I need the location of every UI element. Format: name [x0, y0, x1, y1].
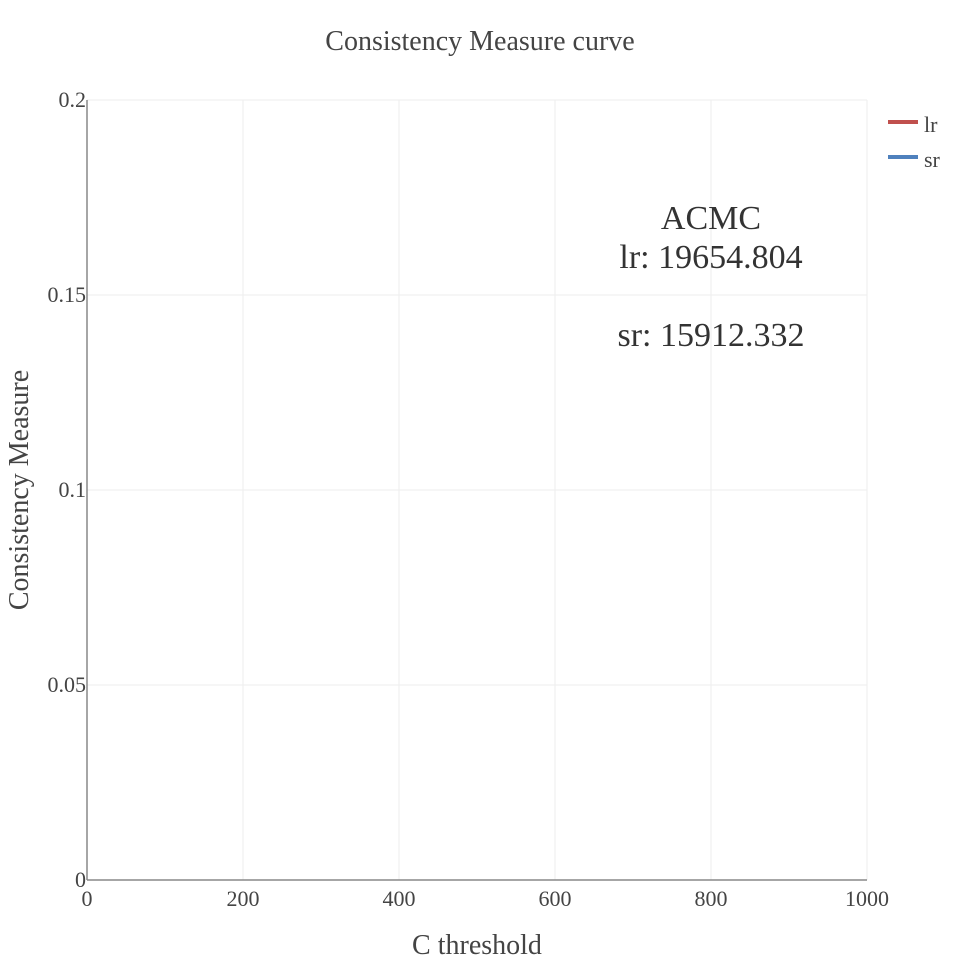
annotation-lr-value: lr: 19654.804 — [619, 239, 802, 276]
acmc-annotation: ACMC lr: 19654.804 sr: 15912.332 — [618, 200, 805, 354]
y-tick-label: 0.2 — [59, 87, 87, 112]
y-tick-label: 0.05 — [48, 672, 87, 697]
x-tick-label: 0 — [82, 886, 93, 911]
annotation-sr-value: sr: 15912.332 — [618, 317, 805, 354]
legend: lr sr — [888, 112, 941, 172]
annotation-title: ACMC — [661, 200, 761, 237]
grid-lines — [87, 99, 868, 880]
y-tick-label: 0.15 — [48, 282, 87, 307]
chart-title: Consistency Measure curve — [325, 26, 634, 57]
y-tick-label: 0.1 — [59, 477, 87, 502]
legend-label-lr: lr — [924, 112, 938, 137]
x-tick-label: 1000 — [845, 886, 889, 911]
y-tick-labels: 0 0.05 0.1 0.15 0.2 — [48, 87, 87, 892]
x-axis-label: C threshold — [412, 930, 542, 960]
x-tick-label: 800 — [695, 886, 728, 911]
x-tick-label: 400 — [383, 886, 416, 911]
y-tick-label: 0 — [75, 867, 86, 892]
x-tick-label: 600 — [539, 886, 572, 911]
x-tick-labels: 0 200 400 600 800 1000 — [82, 886, 890, 911]
x-tick-label: 200 — [227, 886, 260, 911]
legend-label-sr: sr — [924, 147, 941, 172]
axes — [86, 100, 867, 881]
y-axis-label: Consistency Measure — [4, 370, 35, 610]
